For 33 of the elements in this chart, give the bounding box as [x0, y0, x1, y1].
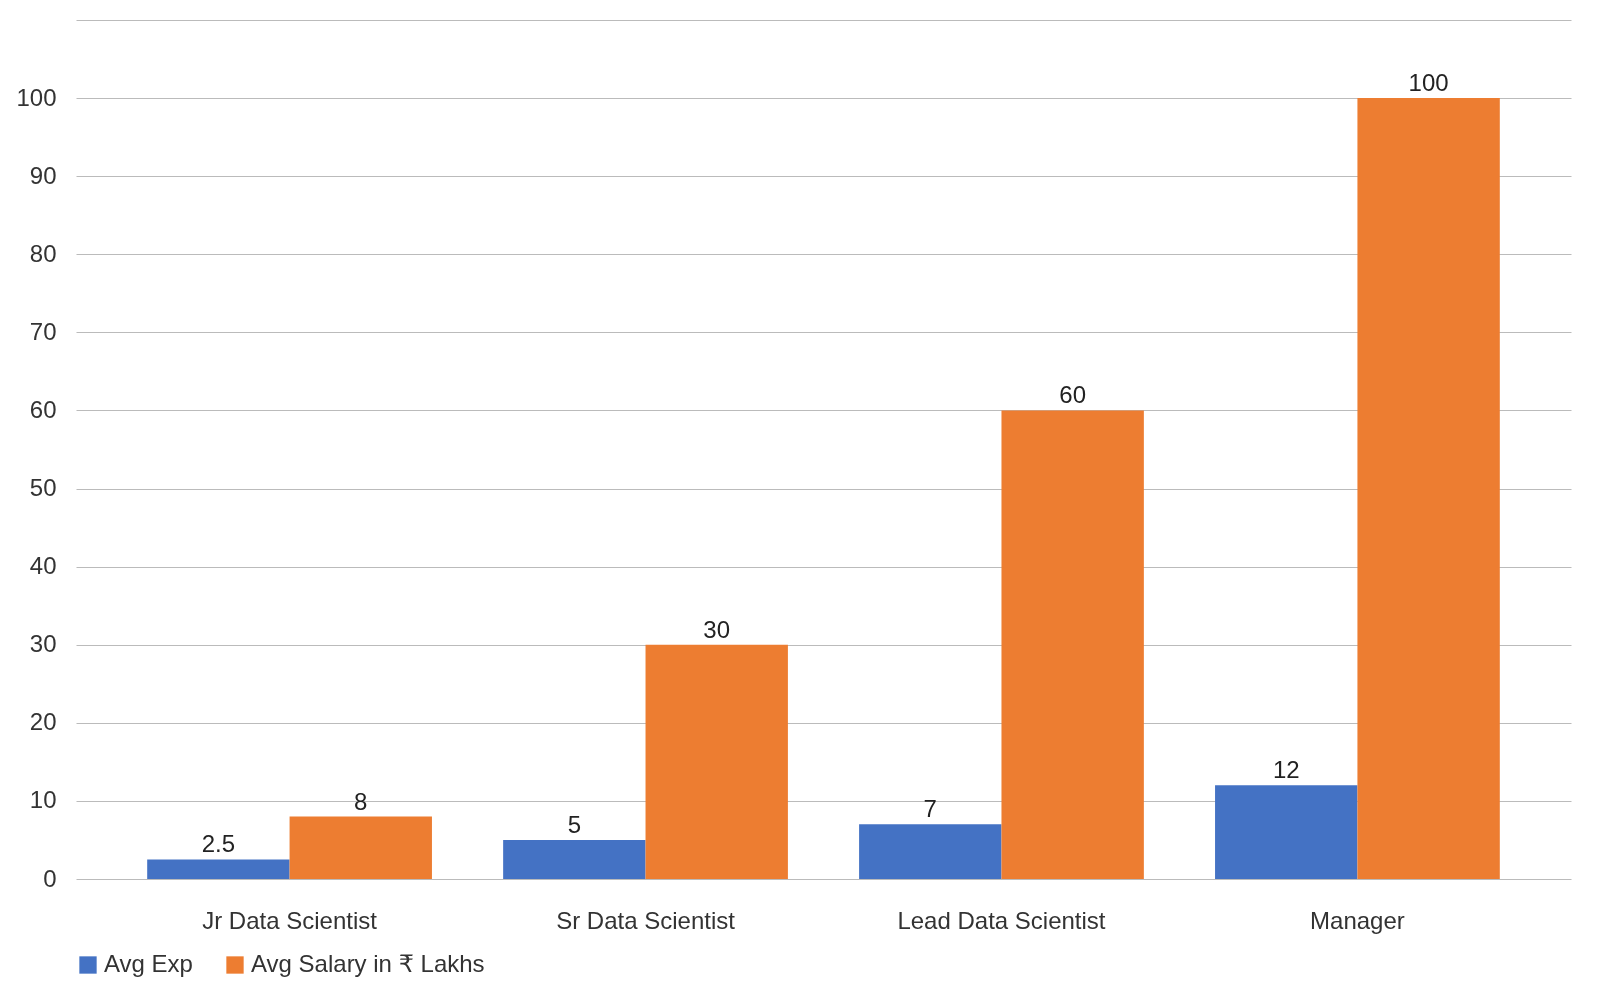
bar	[503, 839, 646, 879]
data-label: 60	[1059, 381, 1087, 409]
data-label: 30	[703, 615, 731, 643]
data-label: 100	[1408, 69, 1449, 97]
legend-label: Avg Exp	[104, 950, 193, 977]
y-tick-label: 30	[29, 630, 57, 658]
data-label: 8	[354, 787, 368, 815]
y-tick-label: 10	[29, 786, 57, 814]
bar	[859, 824, 1002, 879]
data-label: 7	[923, 795, 937, 823]
bar	[645, 644, 788, 879]
data-label: 2.5	[201, 830, 236, 858]
x-tick-label: Sr Data Scientist	[556, 906, 736, 934]
bar	[1001, 410, 1144, 879]
legend-label: Avg Salary in ₹ Lakhs	[251, 950, 485, 977]
y-tick-label: 60	[29, 395, 57, 423]
x-tick-label: Jr Data Scientist	[202, 906, 378, 934]
y-tick-label: 40	[29, 552, 57, 580]
data-label: 12	[1272, 756, 1300, 784]
bar	[289, 816, 432, 879]
y-tick-label: 70	[29, 317, 57, 345]
x-tick-label: Lead Data Scientist	[897, 906, 1106, 934]
x-tick-label: Manager	[1310, 906, 1405, 934]
bar	[1215, 785, 1358, 879]
y-tick-label: 90	[29, 161, 57, 189]
data-label: 5	[567, 810, 582, 838]
y-tick-label: 50	[29, 474, 57, 502]
bar	[147, 859, 290, 879]
y-tick-label: 100	[16, 83, 57, 111]
y-tick-label: 20	[29, 708, 57, 736]
y-tick-label: 0	[43, 864, 57, 892]
y-tick-label: 80	[29, 239, 57, 267]
bar	[1357, 98, 1500, 879]
